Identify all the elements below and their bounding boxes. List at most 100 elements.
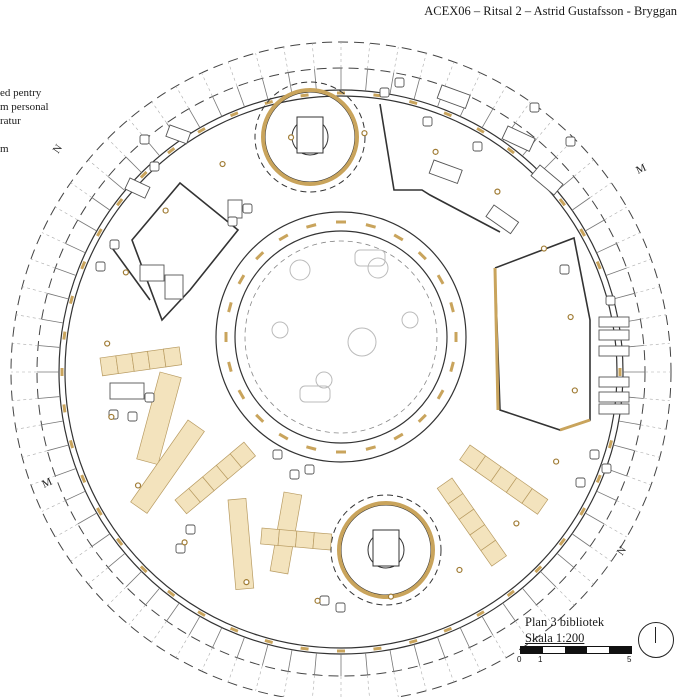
facade-beam <box>413 78 421 100</box>
desk <box>109 382 145 400</box>
facade-mullion <box>264 100 274 105</box>
facade-beam <box>47 292 69 300</box>
overhang-line <box>643 398 670 402</box>
chair <box>144 392 155 403</box>
facade-beam <box>613 444 635 452</box>
overhang-line <box>555 586 575 606</box>
column <box>104 340 111 347</box>
facade-beam <box>107 176 126 192</box>
facade-beam <box>585 219 605 232</box>
atrium-beam <box>224 332 228 342</box>
atrium-beam <box>336 220 346 224</box>
facade-beam <box>47 444 69 452</box>
atrium-furniture <box>271 249 419 403</box>
facade-beam <box>55 468 77 477</box>
legend-line: ed pentry <box>0 87 42 99</box>
facade-beam <box>145 587 161 606</box>
overhang-line <box>634 286 660 294</box>
plan-label: Plan 3 bibliotek Skala 1:200 <box>525 614 604 646</box>
overhang-line <box>107 138 127 158</box>
overhang-line <box>201 647 213 672</box>
shelf-unit <box>130 419 205 514</box>
facade-columns <box>60 91 622 653</box>
section-marker-m1: M <box>634 162 648 177</box>
overhang-line <box>419 665 427 691</box>
overhang-line <box>573 567 594 585</box>
facade-mullion <box>476 127 485 134</box>
column <box>314 597 321 604</box>
facade-mullion <box>618 368 622 376</box>
shelf-unit <box>174 441 257 515</box>
overhang-line <box>604 523 627 538</box>
atrium-beam <box>417 251 427 261</box>
chair <box>559 264 570 275</box>
legend-text: ed pentry m personal ratur m <box>0 86 49 156</box>
partition-walls <box>109 103 591 432</box>
facade-beam <box>613 292 635 300</box>
overhang-line <box>311 43 315 70</box>
facade-mullion <box>506 589 515 597</box>
atrium-beam <box>454 332 458 342</box>
facade-beam <box>389 649 395 672</box>
facade-mullion <box>96 507 103 516</box>
overhang-line <box>30 475 56 486</box>
chair <box>605 295 616 306</box>
facade-beam <box>389 72 395 95</box>
atrium-beam <box>278 432 289 441</box>
facade-beam <box>314 652 317 675</box>
facade-beam <box>261 644 269 666</box>
facade-beam <box>571 533 591 547</box>
overhang-line <box>15 314 42 320</box>
facade-beam <box>314 69 317 92</box>
facade-beam <box>585 512 605 525</box>
chair <box>139 134 150 145</box>
overhang-line <box>367 674 370 697</box>
column <box>432 148 439 155</box>
column <box>494 188 501 195</box>
facade-mullion <box>443 111 453 118</box>
chair <box>601 463 612 474</box>
north-arrow-icon <box>638 622 674 658</box>
overhang-line <box>30 258 56 269</box>
facade-mullion <box>373 93 382 98</box>
chair <box>227 216 238 227</box>
overhang-line <box>12 398 39 402</box>
facade-beam <box>188 108 201 128</box>
chair <box>319 595 330 606</box>
chair <box>565 136 576 147</box>
facade-beam <box>77 219 97 232</box>
facade-mullion <box>408 639 418 644</box>
facade-beam <box>125 571 142 588</box>
column <box>540 245 548 252</box>
scale-tick: 1 <box>538 655 543 664</box>
atrium-beam <box>306 445 317 451</box>
facade-beam <box>365 652 368 675</box>
overhang-line <box>15 424 42 430</box>
facade-beam <box>437 636 446 658</box>
facade-beam <box>236 86 245 108</box>
chair <box>95 261 106 272</box>
overhang-line <box>88 159 109 177</box>
facade-mullion <box>80 474 87 484</box>
facade-beam <box>481 108 494 128</box>
chair <box>175 543 186 554</box>
desk <box>428 159 463 184</box>
facade-mullion <box>264 639 274 644</box>
section-marker-n2: N <box>615 544 629 557</box>
overhang-line <box>41 500 66 512</box>
column <box>287 134 295 141</box>
facade-mullion <box>608 439 613 449</box>
desk <box>530 164 564 196</box>
facade-mullion <box>80 260 87 270</box>
desk <box>598 345 630 357</box>
shelf-unit <box>260 527 333 551</box>
facade-beam <box>65 490 86 501</box>
facade-mullion <box>62 404 67 413</box>
overhang-line <box>469 72 481 97</box>
chair <box>127 411 138 422</box>
facade-mullion <box>373 646 382 651</box>
desk <box>598 391 630 403</box>
atrium-beam <box>449 302 455 313</box>
overhang-line <box>151 620 167 643</box>
